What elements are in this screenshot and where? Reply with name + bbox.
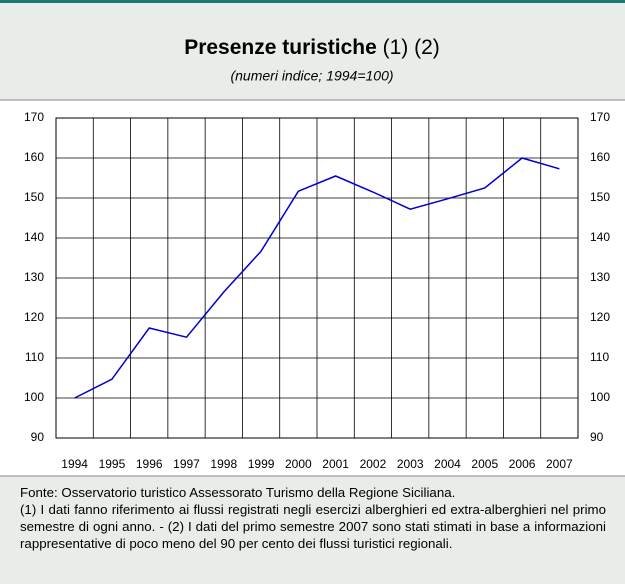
source: Fonte: Osservatorio turistico Assessorat… [20,485,456,500]
y2-tick-label: 160 [590,150,610,164]
title: Presenze turistiche [184,36,377,59]
y-tick-label: 140 [24,230,44,244]
x-tick-label: 1994 [61,457,88,471]
y-tick-label: 100 [24,390,44,404]
x-tick-label: 2003 [397,457,424,471]
chart: Presenze turistiche (1) (2) (numeri indi… [0,0,625,477]
y2-tick-label: 90 [590,430,604,444]
chart-area [0,100,625,476]
y-tick-label: 90 [31,430,45,444]
y2-tick-label: 120 [590,310,610,324]
notes: Fonte: Osservatorio turistico Assessorat… [20,484,606,552]
y2-tick-label: 140 [590,230,610,244]
x-tick-label: 2007 [546,457,573,471]
footnotes: (1) I dati fanno riferimento ai flussi r… [20,502,606,551]
x-tick-label: 1996 [136,457,163,471]
y2-tick-label: 150 [590,190,610,204]
x-tick-label: 2005 [471,457,498,471]
y2-tick-label: 100 [590,390,610,404]
x-tick-label: 1997 [173,457,200,471]
chart-title: Presenze turistiche (1) (2) [184,36,440,59]
x-tick-label: 2000 [285,457,312,471]
x-tick-label: 1998 [210,457,237,471]
y-tick-label: 110 [25,350,44,364]
y-tick-label: 150 [24,190,44,204]
x-tick-label: 1995 [99,457,126,471]
y-tick-label: 120 [24,310,44,324]
x-tick-label: 2004 [434,457,461,471]
data-line [74,157,560,399]
y-tick-label: 130 [24,270,44,284]
title-note: (1) (2) [383,36,440,59]
y2-tick-label: 110 [590,350,609,364]
y-tick-label: 160 [24,150,44,164]
x-tick-label: 1999 [248,457,275,471]
y-tick-label: 170 [24,110,44,124]
subtitle: (numeri indice; 1994=100) [230,68,393,84]
x-tick-label: 2006 [509,457,536,471]
x-tick-label: 2001 [322,457,349,471]
plot-frame [55,117,579,439]
top-rule [0,0,625,3]
x-tick-label: 2002 [360,457,387,471]
y2-tick-label: 130 [590,270,610,284]
y2-tick-label: 170 [590,110,610,124]
